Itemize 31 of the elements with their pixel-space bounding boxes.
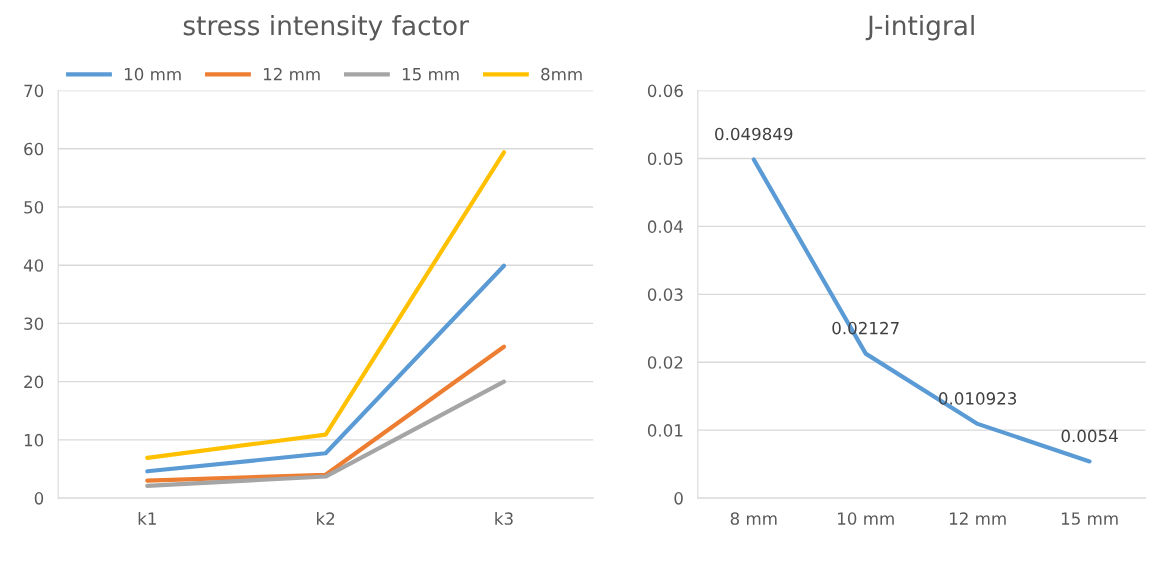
x-tick-label: 15 mm [1061, 512, 1118, 525]
x-tick-label: 12 mm [949, 512, 1006, 525]
y-tick-label: 0 [34, 492, 44, 505]
chart-title: stress intensity factor [183, 14, 469, 41]
y-tick-label: 60 [24, 142, 44, 156]
y-tick-label: 0.06 [647, 84, 683, 98]
y-tick-label: 0 [674, 492, 683, 505]
y-tick-label: 10 [24, 433, 44, 447]
y-tick-label: 0.01 [647, 424, 683, 437]
x-tick-label: k3 [495, 511, 513, 525]
y-tick-label: 50 [24, 200, 44, 214]
x-tick-label: k1 [138, 511, 156, 525]
y-tick-label: 70 [24, 84, 44, 98]
legend-label: 12 mm [263, 67, 320, 81]
data-label: 0.0054 [1061, 429, 1118, 443]
y-tick-label: 0.05 [647, 152, 683, 166]
legend-label: 10 mm [124, 67, 181, 81]
y-tick-label: 20 [24, 375, 44, 389]
y-tick-label: 0.03 [647, 288, 683, 301]
y-tick-label: 30 [24, 317, 44, 330]
x-tick-label: k2 [317, 511, 335, 525]
data-label: 0.010923 [938, 392, 1017, 405]
y-tick-label: 0.04 [647, 220, 683, 233]
legend-label: 8mm [541, 67, 582, 81]
chart-title: J-intigral [865, 14, 974, 41]
y-tick-label: 0.02 [647, 356, 683, 369]
y-tick-label: 40 [23, 259, 44, 272]
x-tick-label: 8 mm [730, 512, 777, 525]
x-tick-label: 10 mm [838, 512, 894, 525]
data-label: 0.049849 [715, 127, 793, 141]
legend-label: 15 mm [402, 68, 459, 81]
